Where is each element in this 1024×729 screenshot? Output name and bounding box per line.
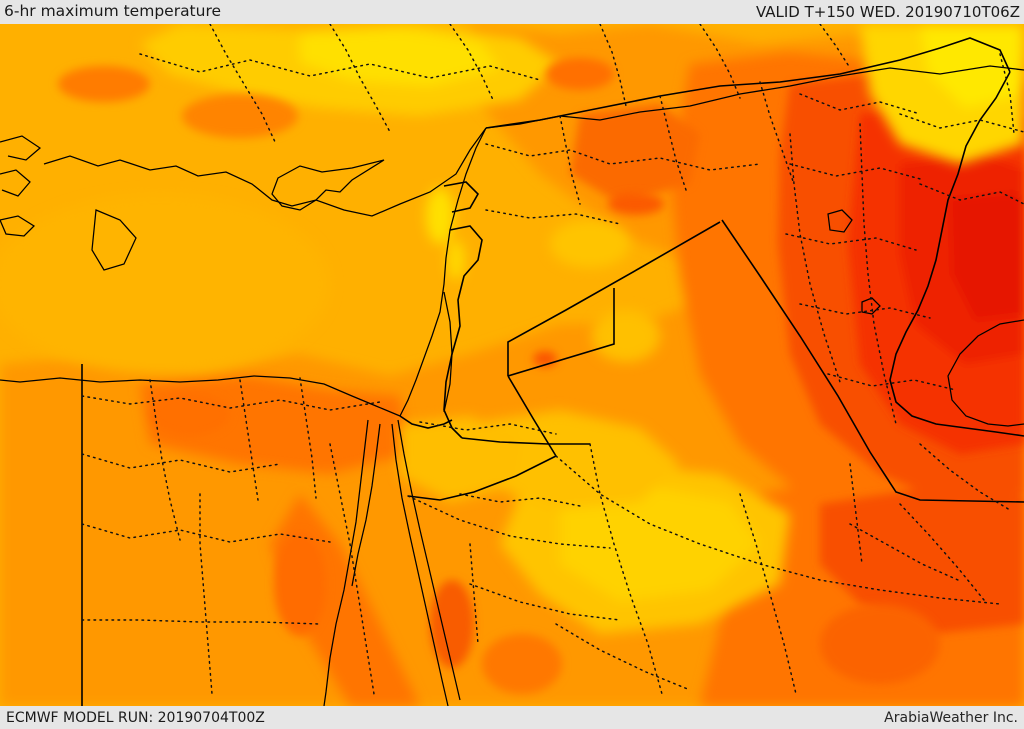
- band-yellow-nejd: [560, 486, 760, 602]
- adm-turkey-2: [209, 24, 277, 145]
- adm-turkey-1: [139, 53, 541, 81]
- coastline-persian-gulf: [947, 319, 1024, 427]
- coastline-levant: [399, 127, 487, 417]
- adm-turkey-5: [599, 24, 627, 107]
- adm-turkey-3: [329, 24, 391, 133]
- adm-saudi-3: [407, 495, 611, 549]
- provider-credit: ArabiaWeather Inc.: [884, 709, 1018, 726]
- lake-tharthar: [827, 209, 853, 233]
- coastline-redsea-west: [391, 423, 449, 706]
- border-egypt-israel: [399, 415, 453, 429]
- speck-syrian-desert: [608, 193, 664, 215]
- band-yellow-antilebanon: [447, 240, 465, 280]
- band-amber-mediterranean: [0, 194, 330, 374]
- header-bar: 6-hr maximum temperature VALID T+150 WED…: [0, 0, 1024, 24]
- coastline-turkey: [0, 65, 1024, 217]
- adm-syria-4: [485, 209, 621, 225]
- band-red-orange-syria: [570, 104, 700, 204]
- speck-nile-valley: [274, 532, 326, 636]
- adm-saudi-hejaz: [469, 543, 479, 645]
- border-jordan-saudi: [407, 375, 558, 501]
- adm-syria-1: [485, 143, 761, 171]
- adm-gulf-2: [849, 523, 959, 581]
- adm-sinai-1: [419, 421, 557, 435]
- band-pale-yellow-lebanon: [426, 188, 454, 244]
- coastline-redsea-east: [397, 419, 461, 701]
- adm-iran-3: [999, 53, 1015, 135]
- band-light-amber-sinai: [400, 416, 520, 502]
- adm-saudi-nw: [459, 493, 581, 507]
- coastline-egypt-north: [0, 375, 401, 417]
- adm-turkey-6: [699, 24, 741, 99]
- speck-red-sea-east: [430, 580, 474, 668]
- administrative-borders: [81, 24, 1024, 695]
- international-borders: [81, 37, 1024, 706]
- hot-specks: [58, 58, 940, 694]
- band-light-amber-jordan: [470, 410, 680, 510]
- adm-iraq-3: [785, 233, 917, 251]
- band-light-amber-jordan-ne: [592, 310, 660, 362]
- temperature-field: [0, 24, 1024, 706]
- island-rhodes: [91, 209, 137, 271]
- band-group-deepred: [848, 104, 1024, 454]
- adm-egypt-4: [299, 377, 317, 499]
- adm-iraq-7: [789, 133, 841, 383]
- adm-iran-2: [919, 183, 1024, 205]
- adm-iraq-8: [919, 443, 1011, 511]
- adm-iraq-2: [789, 163, 925, 181]
- adm-egypt-9: [329, 443, 375, 695]
- border-israel-jordan: [443, 225, 483, 439]
- adm-saudi-1: [589, 443, 663, 695]
- adm-saudi-7: [849, 463, 863, 565]
- adm-iraq-6: [859, 123, 897, 425]
- island-aegean-a: [0, 215, 35, 237]
- speck-hejaz: [482, 634, 562, 694]
- adm-saudi-6: [739, 493, 797, 695]
- adm-saudi-2: [555, 455, 1001, 605]
- model-run-label: ECMWF MODEL RUN: 20190704T00Z: [6, 709, 265, 726]
- speck-gulf-coast: [820, 604, 940, 684]
- band-pale-yellow-iran: [920, 24, 1024, 108]
- valid-time-label: VALID T+150 WED. 20190710T06Z: [755, 2, 1020, 21]
- band-pale-yellow-anatolia: [300, 28, 500, 86]
- adm-iraq-5: [827, 373, 957, 391]
- border-lebanon-syria: [443, 181, 479, 213]
- adm-syria-3: [659, 95, 687, 191]
- adm-egypt-3: [239, 379, 259, 501]
- temperature-map[interactable]: [0, 24, 1024, 706]
- speck-sw-turkey: [58, 66, 150, 102]
- adm-saudi-4: [469, 583, 621, 621]
- adm-syria-5: [759, 81, 795, 185]
- border-jordan-saudi-south: [461, 437, 590, 445]
- border-syria-jordan: [507, 221, 721, 376]
- border-turkey-syria: [485, 37, 1011, 129]
- border-syria-iraq-spur: [507, 288, 615, 377]
- band-group-cool: [0, 24, 1024, 634]
- speck-s-turkey: [182, 94, 298, 138]
- adm-saudi-5: [555, 623, 691, 691]
- adm-egypt-6: [81, 523, 331, 543]
- band-red-orange-se: [820, 489, 1024, 634]
- band-light-amber-syria-se: [550, 220, 630, 268]
- island-cyprus: [271, 159, 385, 211]
- adm-egypt-1: [81, 395, 381, 411]
- border-iraq-saudi: [721, 219, 1024, 503]
- river-nile: [323, 419, 369, 706]
- border-iraq-iran: [889, 71, 1024, 437]
- page-title: 6-hr maximum temperature: [4, 2, 222, 21]
- adm-iraq-4: [799, 303, 931, 319]
- speck-nile-delta-w: [150, 392, 230, 436]
- river-nile-branch: [351, 423, 381, 587]
- adm-egypt-5: [81, 453, 281, 473]
- footer-bar: ECMWF MODEL RUN: 20190704T00Z ArabiaWeat…: [0, 706, 1024, 729]
- coastlines: [0, 65, 1024, 706]
- band-hottest-core: [950, 192, 1024, 320]
- adm-egypt-7: [81, 619, 321, 625]
- temperature-contour-svg: [0, 24, 1024, 706]
- speck-n-syria: [546, 58, 614, 90]
